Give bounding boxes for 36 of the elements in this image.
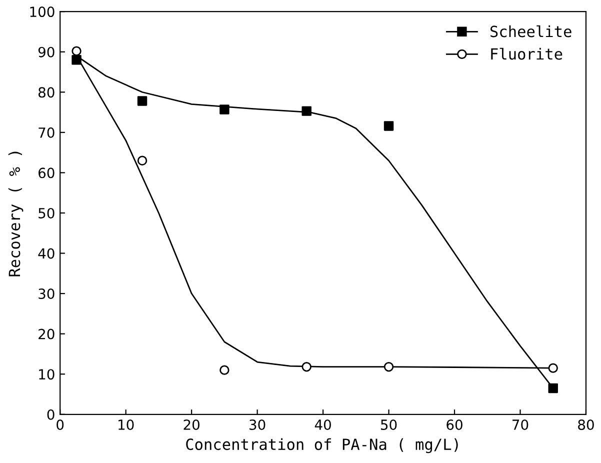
legend-label: Fluorite — [491, 48, 562, 60]
y-tick-label: 100 — [30, 6, 54, 18]
point — [302, 362, 312, 372]
x-tick-label: 20 — [184, 419, 200, 430]
y-tick-label: 0 — [47, 409, 54, 420]
y-tick-label: 40 — [38, 248, 54, 259]
x-tick-label: 30 — [250, 419, 266, 430]
point — [302, 106, 312, 116]
legend-label: Scheelite — [490, 25, 572, 38]
point — [548, 383, 558, 394]
point — [384, 362, 394, 372]
y-tick-label: 30 — [38, 288, 54, 300]
point — [548, 363, 558, 373]
x-axis-title: Concentration of PA-Na ( mg/L) — [186, 438, 458, 454]
x-tick-label: 0 — [56, 419, 64, 430]
x-tick-label: 80 — [578, 419, 594, 430]
x-tick-label: 60 — [446, 419, 462, 430]
x-tick-label: 50 — [381, 419, 397, 430]
point — [72, 46, 82, 56]
y-tick-label: 80 — [38, 87, 54, 98]
y-tick-label: 70 — [38, 127, 54, 138]
point — [384, 121, 394, 131]
point — [137, 96, 148, 106]
y-tick-label: 10 — [39, 369, 54, 380]
point — [137, 156, 148, 166]
y-tick-label: 50 — [38, 208, 54, 218]
y-tick-label: 90 — [38, 46, 54, 58]
point — [72, 55, 82, 65]
x-tick-label: 70 — [512, 419, 528, 430]
point — [220, 104, 230, 114]
point — [220, 365, 230, 375]
x-tick-label: 10 — [118, 419, 134, 430]
y-tick-label: 60 — [38, 168, 54, 178]
y-axis-title: Recovery ( % ) — [8, 152, 24, 276]
x-tick-label: 40 — [314, 419, 331, 430]
y-tick-label: 20 — [38, 328, 54, 340]
